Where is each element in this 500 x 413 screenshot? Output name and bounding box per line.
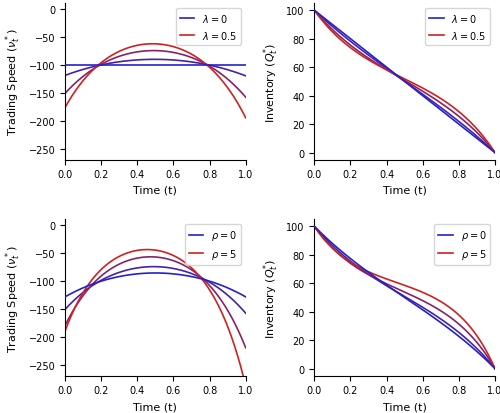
$\lambda = 0.5$ — [384, 69, 390, 74]
$\lambda = 0.5$ — [150, 42, 156, 47]
$\rho = 5$ — [312, 224, 318, 229]
$\lambda = 0$ — [391, 71, 397, 76]
$\rho = 5$ — [391, 280, 397, 285]
$\lambda = 0$ — [203, 63, 209, 68]
$\rho = 0$ — [391, 288, 397, 293]
$\rho = 0$ — [135, 272, 141, 277]
$\lambda = 0$ — [242, 63, 248, 68]
$\rho = 5$ — [135, 248, 141, 253]
$\rho = 0$ — [62, 294, 68, 299]
$\rho = 5$ — [330, 247, 336, 252]
$\rho = 0$ — [186, 274, 192, 279]
Legend: $\lambda = 0$, $\lambda = 0.5$: $\lambda = 0$, $\lambda = 0.5$ — [425, 9, 490, 45]
$\lambda = 0.5$ — [391, 72, 397, 77]
$\lambda = 0.5$ — [436, 95, 442, 100]
$\rho = 5$ — [203, 282, 209, 287]
$\lambda = 0.5$ — [203, 63, 209, 68]
$\lambda = 0.5$ — [80, 78, 86, 83]
$\rho = 0$ — [312, 224, 318, 229]
$\rho = 5$ — [206, 287, 212, 292]
$\rho = 0$ — [80, 285, 86, 290]
Line: $\lambda = 0.5$: $\lambda = 0.5$ — [65, 45, 246, 119]
$\rho = 0$ — [436, 318, 442, 323]
Line: $\lambda = 0$: $\lambda = 0$ — [314, 11, 495, 153]
$\lambda = 0$ — [492, 151, 498, 156]
$\rho = 0$ — [452, 331, 458, 336]
$\lambda = 0.5$ — [242, 116, 248, 121]
$\rho = 5$ — [436, 298, 442, 303]
$\rho = 0$ — [203, 278, 209, 283]
X-axis label: Time (t): Time (t) — [382, 401, 426, 411]
$\rho = 5$ — [186, 264, 192, 269]
$\lambda = 0$ — [436, 106, 442, 111]
$\rho = 0$ — [152, 271, 158, 276]
$\lambda = 0.5$ — [312, 9, 318, 14]
$\lambda = 0$ — [452, 119, 458, 124]
$\lambda = 0$ — [80, 63, 86, 68]
$\lambda = 0$ — [62, 63, 68, 68]
$\lambda = 0$ — [330, 23, 336, 28]
$\rho = 0$ — [142, 271, 148, 276]
X-axis label: Time (t): Time (t) — [134, 185, 178, 195]
$\rho = 5$ — [242, 383, 248, 388]
$\rho = 5$ — [452, 310, 458, 315]
$\lambda = 0$ — [206, 63, 212, 68]
$\rho = 0$ — [384, 284, 390, 289]
$\rho = 5$ — [62, 329, 68, 334]
$\rho = 5$ — [80, 290, 86, 295]
Line: $\rho = 5$: $\rho = 5$ — [314, 227, 495, 369]
Line: $\rho = 5$: $\rho = 5$ — [65, 250, 246, 386]
$\lambda = 0$ — [384, 66, 390, 71]
Y-axis label: Trading Speed ($\nu_t^*$): Trading Speed ($\nu_t^*$) — [4, 28, 23, 136]
$\lambda = 0$ — [456, 122, 462, 127]
$\lambda = 0.5$ — [456, 109, 462, 114]
Y-axis label: Inventory ($Q_t^{*}$): Inventory ($Q_t^{*}$) — [261, 258, 280, 338]
X-axis label: Time (t): Time (t) — [382, 185, 426, 195]
$\rho = 5$ — [142, 247, 148, 252]
Y-axis label: Trading Speed ($\nu_t^*$): Trading Speed ($\nu_t^*$) — [4, 244, 23, 351]
$\lambda = 0$ — [135, 63, 141, 68]
Line: $\rho = 0$: $\rho = 0$ — [65, 273, 246, 297]
$\lambda = 0.5$ — [452, 107, 458, 112]
$\lambda = 0$ — [312, 9, 318, 14]
$\rho = 0$ — [242, 294, 248, 299]
Legend: $\lambda = 0$, $\lambda = 0.5$: $\lambda = 0$, $\lambda = 0.5$ — [176, 9, 241, 45]
$\lambda = 0.5$ — [330, 31, 336, 36]
$\rho = 5$ — [144, 247, 150, 252]
$\rho = 0$ — [206, 279, 212, 284]
$\lambda = 0.5$ — [206, 65, 212, 70]
Legend: $\rho = 0$, $\rho = 5$: $\rho = 0$, $\rho = 5$ — [434, 225, 490, 265]
$\rho = 0$ — [456, 334, 462, 339]
$\lambda = 0.5$ — [186, 51, 192, 56]
Line: $\lambda = 0.5$: $\lambda = 0.5$ — [314, 11, 495, 153]
Y-axis label: Inventory ($Q_t^{*}$): Inventory ($Q_t^{*}$) — [261, 42, 280, 122]
$\rho = 5$ — [492, 366, 498, 371]
$\rho = 0$ — [492, 366, 498, 371]
$\rho = 5$ — [384, 277, 390, 282]
$\rho = 5$ — [456, 312, 462, 317]
X-axis label: Time (t): Time (t) — [134, 401, 178, 411]
$\lambda = 0$ — [142, 63, 148, 68]
Legend: $\rho = 0$, $\rho = 5$: $\rho = 0$, $\rho = 5$ — [185, 225, 241, 265]
$\lambda = 0.5$ — [492, 151, 498, 156]
Line: $\rho = 0$: $\rho = 0$ — [314, 227, 495, 369]
$\lambda = 0.5$ — [62, 106, 68, 111]
$\lambda = 0.5$ — [135, 43, 141, 48]
$\rho = 0$ — [330, 242, 336, 247]
$\lambda = 0.5$ — [142, 43, 148, 47]
$\lambda = 0$ — [186, 63, 192, 68]
